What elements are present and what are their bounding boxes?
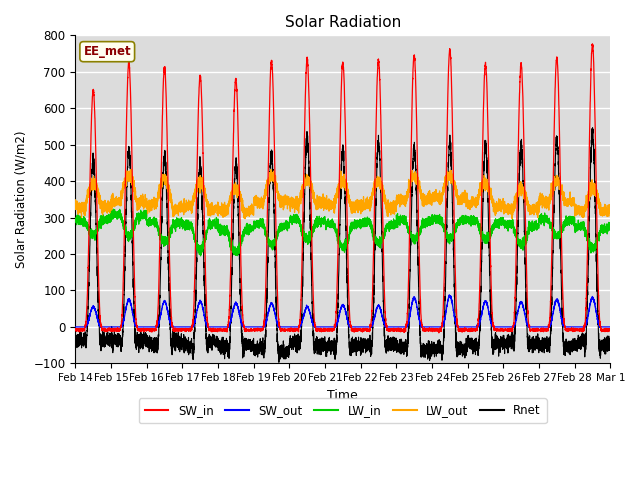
- X-axis label: Time: Time: [328, 389, 358, 402]
- Y-axis label: Solar Radiation (W/m2): Solar Radiation (W/m2): [15, 131, 28, 268]
- Legend: SW_in, SW_out, LW_in, LW_out, Rnet: SW_in, SW_out, LW_in, LW_out, Rnet: [139, 398, 547, 423]
- Title: Solar Radiation: Solar Radiation: [285, 15, 401, 30]
- Text: EE_met: EE_met: [83, 45, 131, 58]
